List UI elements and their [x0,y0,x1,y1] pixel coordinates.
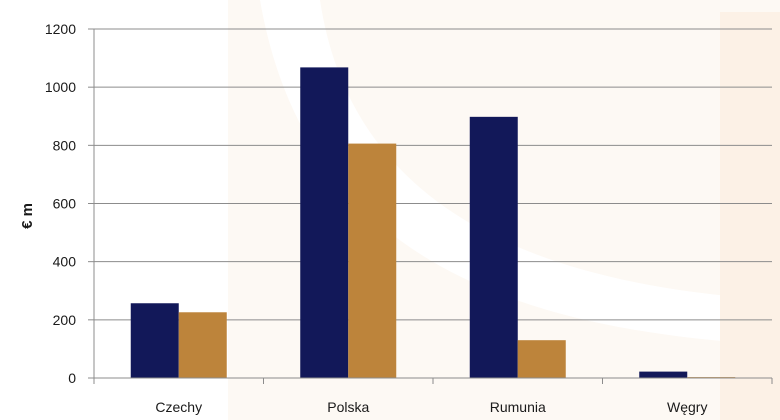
bars [130,67,736,378]
y-axis-ticks: 0 200 400 600 800 1000 1200 [45,21,95,386]
y-tick-label: 800 [53,137,77,153]
x-axis-labels: Czechy Polska Rumunia Węgry [155,399,707,415]
bar-czechy-series-1 [130,303,179,378]
y-tick-label: 400 [53,254,77,270]
x-category-label: Rumunia [490,399,546,415]
x-category-label: Węgry [667,399,707,415]
bar-rumunia-series-2 [517,340,566,378]
bar-polska-series-1 [300,67,349,378]
gridlines [94,28,772,321]
bar-węgry-series-1 [639,371,688,378]
bar-czechy-series-2 [178,312,227,378]
x-category-label: Polska [327,399,369,415]
bar-polska-series-2 [348,143,397,378]
y-tick-label: 0 [68,370,76,386]
x-axis [93,377,773,384]
y-tick-label: 1000 [45,79,76,95]
x-category-label: Czechy [155,399,202,415]
y-axis-title: € m [19,203,36,229]
y-tick-label: 1200 [45,21,76,37]
y-tick-label: 200 [53,312,77,328]
y-tick-label: 600 [53,196,77,212]
bar-rumunia-series-1 [469,116,518,378]
